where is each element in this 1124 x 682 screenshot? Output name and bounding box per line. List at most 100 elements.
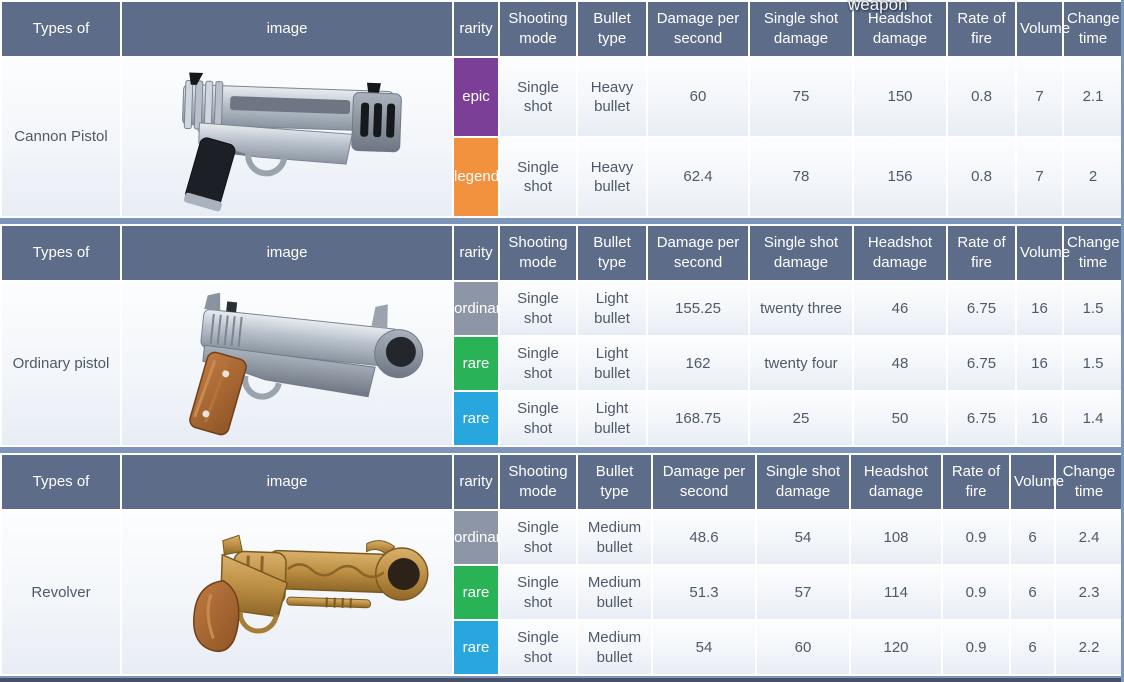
cell-bullet-type: Heavy bullet (578, 138, 646, 216)
cell-shooting-mode: Single shot (500, 282, 576, 335)
weapon-name: Revolver (2, 511, 120, 674)
rarity-badge: ordinary (454, 511, 498, 564)
cell-dps: 48.6 (653, 511, 755, 564)
cell-change-time: 2.1 (1064, 58, 1122, 136)
col-header-volume: Volume (1017, 2, 1070, 56)
cell-single-shot: twenty three (750, 282, 852, 335)
col-header-dps: Damage per second (653, 455, 755, 509)
cell-rate-of-fire: 0.9 (943, 621, 1009, 674)
cell-single-shot: 60 (757, 621, 849, 674)
cell-headshot: 46 (854, 282, 946, 335)
cell-shooting-mode: Single shot (500, 138, 576, 216)
cell-headshot: 48 (854, 337, 946, 390)
cell-shooting-mode: Single shot (500, 566, 576, 619)
cell-rate-of-fire: 6.75 (948, 337, 1015, 390)
table-divider (0, 447, 1124, 453)
table-row: rare Single shot Light bullet 162 twenty… (2, 337, 1122, 390)
cell-headshot: 114 (851, 566, 941, 619)
rarity-badge: rare (454, 337, 498, 390)
header-row: Types of image rarity Shooting mode Bull… (2, 455, 1122, 509)
table-row: Revolver (2, 511, 1122, 674)
col-header-types: Types of (2, 2, 120, 56)
cell-rate-of-fire: 0.8 (948, 138, 1015, 216)
col-header-image: image (122, 2, 452, 56)
cell-shooting-mode: Single shot (500, 337, 576, 390)
weapon-table-cannon-pistol: Types of image rarity Shooting mode Bull… (0, 0, 1124, 218)
bottom-bar (0, 678, 1124, 682)
col-header-volume: Volume (1011, 455, 1064, 509)
weapon-name: Ordinary pistol (2, 282, 120, 445)
cell-volume: 16 (1017, 337, 1062, 390)
table-row: Ordinary pistol (2, 282, 1122, 445)
col-header-change-time: Change time (1064, 2, 1122, 56)
cell-change-time: 1.4 (1064, 392, 1122, 445)
ordinary-pistol-icon (122, 282, 452, 445)
col-header-shooting-mode: Shooting mode (500, 226, 576, 280)
col-header-single-shot: Single shot damage (750, 226, 852, 280)
col-header-image: image (122, 455, 452, 509)
col-header-types: Types of (2, 226, 120, 280)
col-header-bullet-type: Bullet type (578, 2, 646, 56)
cell-single-shot: 54 (757, 511, 849, 564)
cell-shooting-mode: Single shot (500, 392, 576, 445)
col-header-dps: Damage per second (648, 2, 748, 56)
cell-dps: 168.75 (648, 392, 748, 445)
cell-bullet-type: Light bullet (578, 392, 646, 445)
cell-volume: 6 (1011, 621, 1054, 674)
cannon-pistol-icon (122, 58, 452, 216)
col-header-image: image (122, 226, 452, 280)
cell-change-time: 1.5 (1064, 282, 1122, 335)
revolver-image (122, 511, 452, 674)
cell-volume: 6 (1011, 511, 1054, 564)
col-header-rarity: rarity (454, 2, 498, 56)
cell-volume: 16 (1017, 392, 1062, 445)
weapon-table-revolver: Types of image rarity Shooting mode Bull… (0, 453, 1124, 676)
revolver-icon (122, 511, 452, 674)
table-row: Cannon Pistol (2, 58, 1122, 216)
col-header-rate-of-fire: Rate of fire (948, 2, 1015, 56)
bottom-divider (0, 676, 1124, 678)
cell-dps: 62.4 (648, 138, 748, 216)
col-header-single-shot: Single shot damage (757, 455, 849, 509)
cell-volume: 7 (1017, 58, 1062, 136)
cell-headshot: 50 (854, 392, 946, 445)
cell-headshot: 120 (851, 621, 941, 674)
cell-rate-of-fire: 6.75 (948, 282, 1015, 335)
rarity-badge: rare (454, 392, 498, 445)
cell-single-shot: 78 (750, 138, 852, 216)
cell-bullet-type: Medium bullet (578, 511, 651, 564)
col-header-headshot: Headshot damage (854, 2, 946, 56)
col-header-bullet-type: Bullet type (578, 455, 651, 509)
col-header-dps: Damage per second (648, 226, 748, 280)
cell-change-time: 1.5 (1064, 337, 1122, 390)
header-row: Types of image rarity Shooting mode Bull… (2, 2, 1122, 56)
rarity-badge: rare (454, 566, 498, 619)
cell-dps: 60 (648, 58, 748, 136)
col-header-rate-of-fire: Rate of fire (948, 226, 1015, 280)
cell-bullet-type: Light bullet (578, 282, 646, 335)
col-header-change-time: Change time (1064, 226, 1122, 280)
table-row: rare Single shot Medium bullet 54 60 120… (2, 621, 1122, 674)
weapon-table-ordinary-pistol: Types of image rarity Shooting mode Bull… (0, 224, 1124, 447)
page-caption: weapon (848, 0, 908, 14)
cell-bullet-type: Medium bullet (578, 566, 651, 619)
right-edge-bar (1121, 0, 1124, 682)
weapon-name: Cannon Pistol (2, 58, 120, 216)
cell-rate-of-fire: 0.9 (943, 566, 1009, 619)
cell-bullet-type: Medium bullet (578, 621, 651, 674)
cell-change-time: 2 (1064, 138, 1122, 216)
rarity-badge: legend (454, 138, 498, 216)
cell-rate-of-fire: 0.8 (948, 58, 1015, 136)
cell-headshot: 150 (854, 58, 946, 136)
col-header-types: Types of (2, 455, 120, 509)
col-header-shooting-mode: Shooting mode (500, 455, 576, 509)
cell-volume: 7 (1017, 138, 1062, 216)
col-header-shooting-mode: Shooting mode (500, 2, 576, 56)
col-header-rarity: rarity (454, 226, 498, 280)
cell-change-time: 2.4 (1056, 511, 1122, 564)
col-header-rate-of-fire: Rate of fire (943, 455, 1009, 509)
rarity-badge: epic (454, 58, 498, 136)
col-header-change-time: Change time (1056, 455, 1122, 509)
table-row: rare Single shot Medium bullet 51.3 57 1… (2, 566, 1122, 619)
cell-volume: 16 (1017, 282, 1062, 335)
